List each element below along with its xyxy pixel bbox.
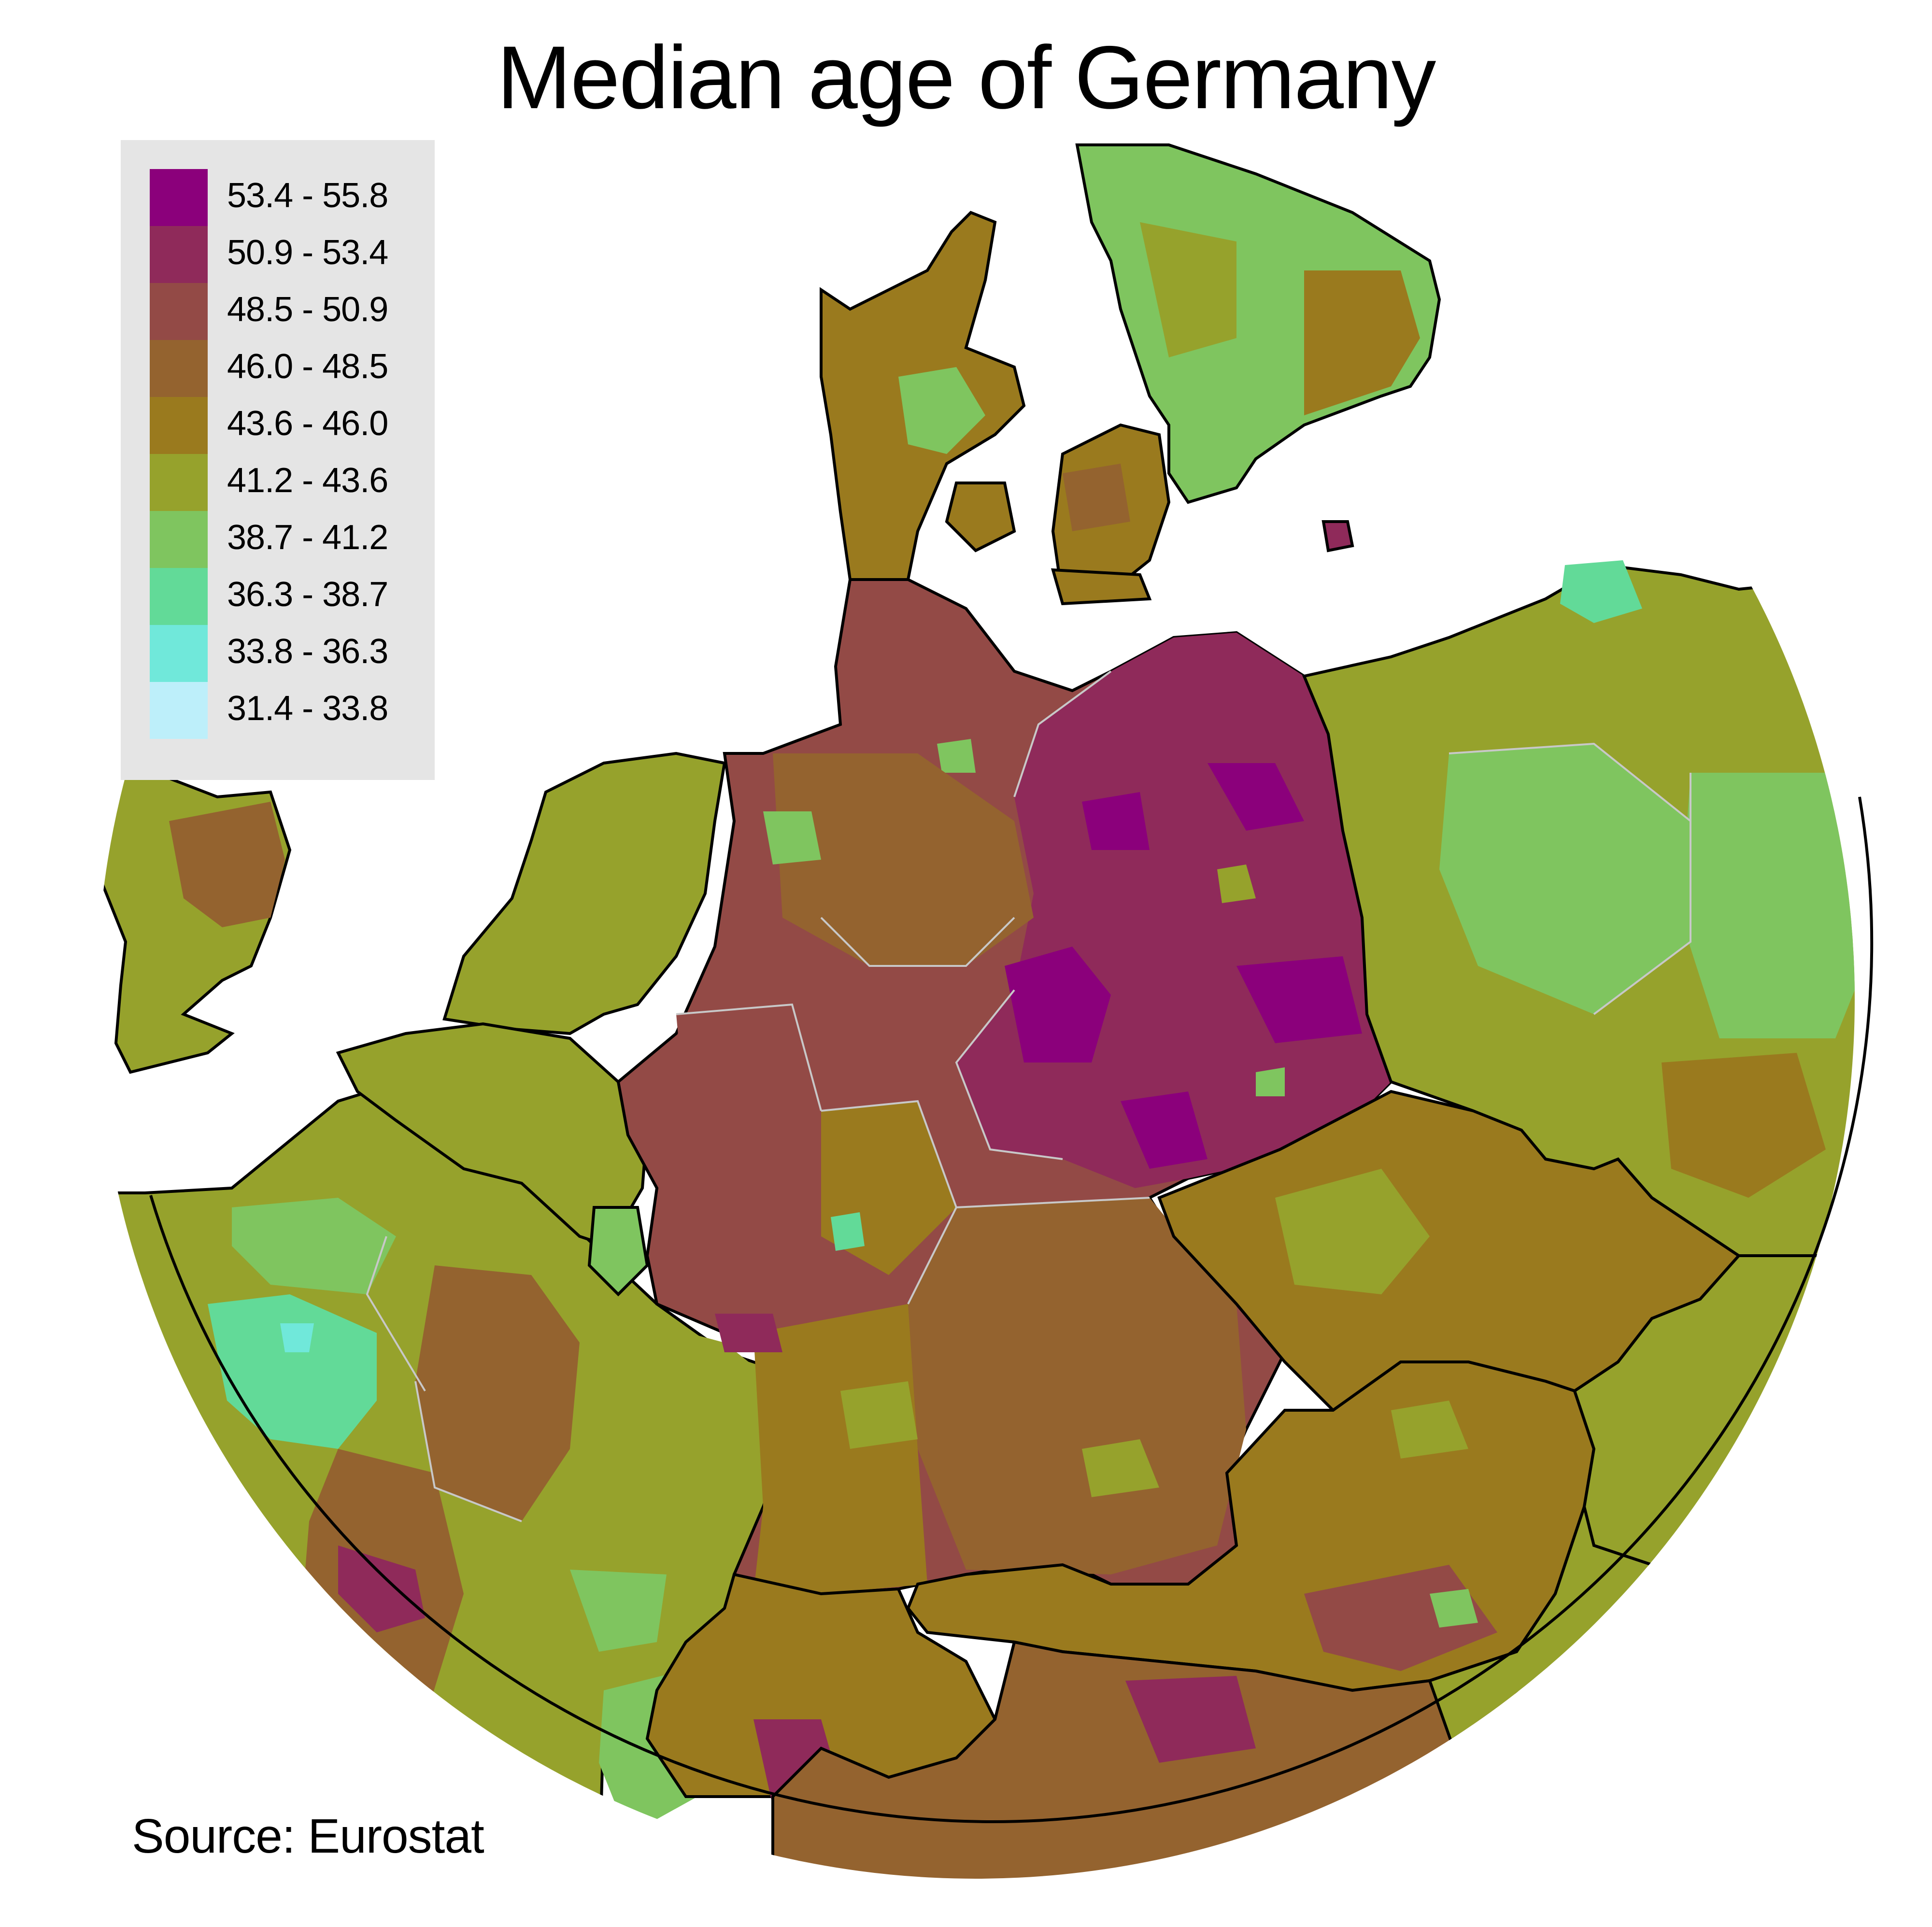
region-jutland-east: [898, 367, 985, 454]
region-saxony-south: [1121, 1091, 1208, 1169]
region-baden-wurttemberg: [753, 1304, 927, 1594]
legend-label: 33.8 - 36.3: [227, 632, 388, 671]
region-silesia: [1662, 1053, 1826, 1198]
region-lusatia: [1236, 956, 1362, 1043]
legend-label: 48.5 - 50.9: [227, 290, 388, 329]
legend-label: 31.4 - 33.8: [227, 689, 388, 728]
region-trentino: [1125, 1676, 1256, 1763]
region-funen: [945, 482, 1016, 553]
legend-swatch: [150, 568, 208, 625]
region-bohemia-central: [1275, 1169, 1430, 1294]
legend-swatch: [150, 682, 208, 739]
region-leipzig: [1256, 1067, 1285, 1096]
region-sweden-central: [1140, 222, 1236, 357]
region-luxembourg: [587, 1206, 649, 1297]
map-title: Median age of Germany: [497, 28, 1436, 128]
region-lower-saxony: [773, 753, 1034, 966]
region-england-east: [169, 802, 285, 927]
region-netherlands: [442, 751, 726, 1035]
region-copenhagen: [1063, 464, 1130, 531]
legend-swatch: [150, 454, 208, 511]
legend-swatch: [150, 169, 208, 226]
region-paris-core: [280, 1323, 314, 1352]
source-note: Source: Eurostat: [132, 1809, 484, 1863]
legend-label: 38.7 - 41.2: [227, 518, 388, 557]
region-saxony-anhalt: [1005, 947, 1111, 1063]
region-france-center-west: [159, 1473, 309, 1690]
region-munich: [1082, 1439, 1159, 1497]
region-bornholm: [1321, 520, 1354, 553]
legend-swatch: [150, 226, 208, 283]
region-france-southeast: [338, 1545, 425, 1632]
region-berlin: [1217, 864, 1256, 903]
region-brandenburg-north: [1208, 763, 1304, 831]
region-hamburg: [937, 739, 976, 773]
region-bavaria: [908, 1198, 1246, 1574]
legend-swatch: [150, 397, 208, 454]
legend-swatch: [150, 511, 208, 568]
region-saarland: [715, 1314, 782, 1352]
legend: 53.4 - 55.8 50.9 - 53.4 48.5 - 50.9 46.0 - …: [121, 140, 435, 780]
region-ruhr: [676, 1005, 821, 1159]
region-jura: [570, 1570, 667, 1652]
legend-label: 43.6 - 46.0: [227, 404, 388, 443]
region-alsace: [580, 1304, 773, 1521]
region-boundaries: [366, 670, 1691, 1522]
region-stuttgart: [840, 1381, 918, 1449]
region-gdansk: [1560, 560, 1642, 623]
region-poland-central: [1439, 744, 1690, 1014]
legend-label: 46.0 - 48.5: [227, 347, 388, 386]
legend-label: 41.2 - 43.6: [227, 461, 388, 500]
region-frankfurt: [831, 1212, 865, 1251]
region-bremen: [763, 811, 821, 864]
region-graz: [1430, 1589, 1478, 1628]
region-sweden-south: [1304, 270, 1420, 415]
region-poland-east: [1681, 773, 1855, 1038]
region-lolland: [1051, 568, 1152, 606]
legend-label: 53.4 - 55.8: [227, 176, 388, 215]
region-france-east: [415, 1265, 580, 1521]
legend-label: 50.9 - 53.4: [227, 233, 388, 272]
map-outline: [149, 796, 1874, 1823]
region-vienna: [1391, 1401, 1468, 1459]
legend-swatch: [150, 283, 208, 340]
legend-label: 36.3 - 38.7: [227, 575, 388, 614]
legend-swatch: [150, 625, 208, 682]
map-land: [97, 143, 1855, 1879]
legend-swatch: [150, 340, 208, 397]
region-mecklenburg: [1082, 792, 1150, 850]
region-france-north: [232, 1198, 396, 1294]
